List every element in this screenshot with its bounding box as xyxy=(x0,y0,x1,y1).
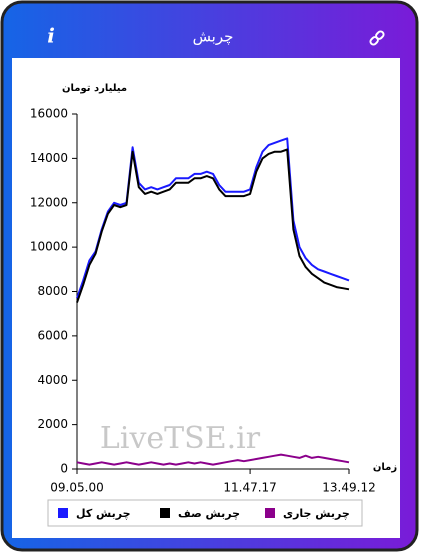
series-line xyxy=(76,453,350,466)
series-line xyxy=(76,148,350,303)
y-tick-label: 10000 xyxy=(30,240,68,254)
y-tick-label: 14000 xyxy=(30,151,68,165)
y-tick-label: 8000 xyxy=(37,284,68,298)
y-tick-label: 2000 xyxy=(37,417,68,431)
legend xyxy=(47,499,363,527)
y-tick-label: 4000 xyxy=(37,373,68,387)
plot: میلیارد تومان زمان LiveTSE.ir 0 2000 4000 6000… xyxy=(30,83,398,495)
x-tick-label: 11.47.17 xyxy=(223,481,276,495)
legend-swatch xyxy=(58,508,68,518)
x-tick-label: 09.05.00 xyxy=(50,481,103,495)
legend-label: چربش جاری xyxy=(283,507,350,520)
watermark: LiveTSE.ir xyxy=(100,421,261,456)
screen-title: چربش xyxy=(193,28,234,46)
series-line xyxy=(76,137,350,299)
y-tick-label: 12000 xyxy=(30,195,68,209)
y-tick-label: 16000 xyxy=(30,107,68,121)
y-tick-label: 0 xyxy=(60,462,68,476)
y-tick-label: 6000 xyxy=(37,328,68,342)
legend-swatch xyxy=(160,508,170,518)
y-axis-label: میلیارد تومان xyxy=(62,83,127,94)
legend-label: چربش کل xyxy=(76,507,131,520)
legend-label: چربش صف xyxy=(178,507,240,520)
info-button[interactable]: i xyxy=(47,24,55,48)
x-axis-label: زمان xyxy=(373,462,397,473)
link-button[interactable] xyxy=(369,30,385,46)
legend-swatch xyxy=(265,508,275,518)
x-tick-label: 13.49.12 xyxy=(322,481,375,495)
content-panel xyxy=(12,58,400,538)
